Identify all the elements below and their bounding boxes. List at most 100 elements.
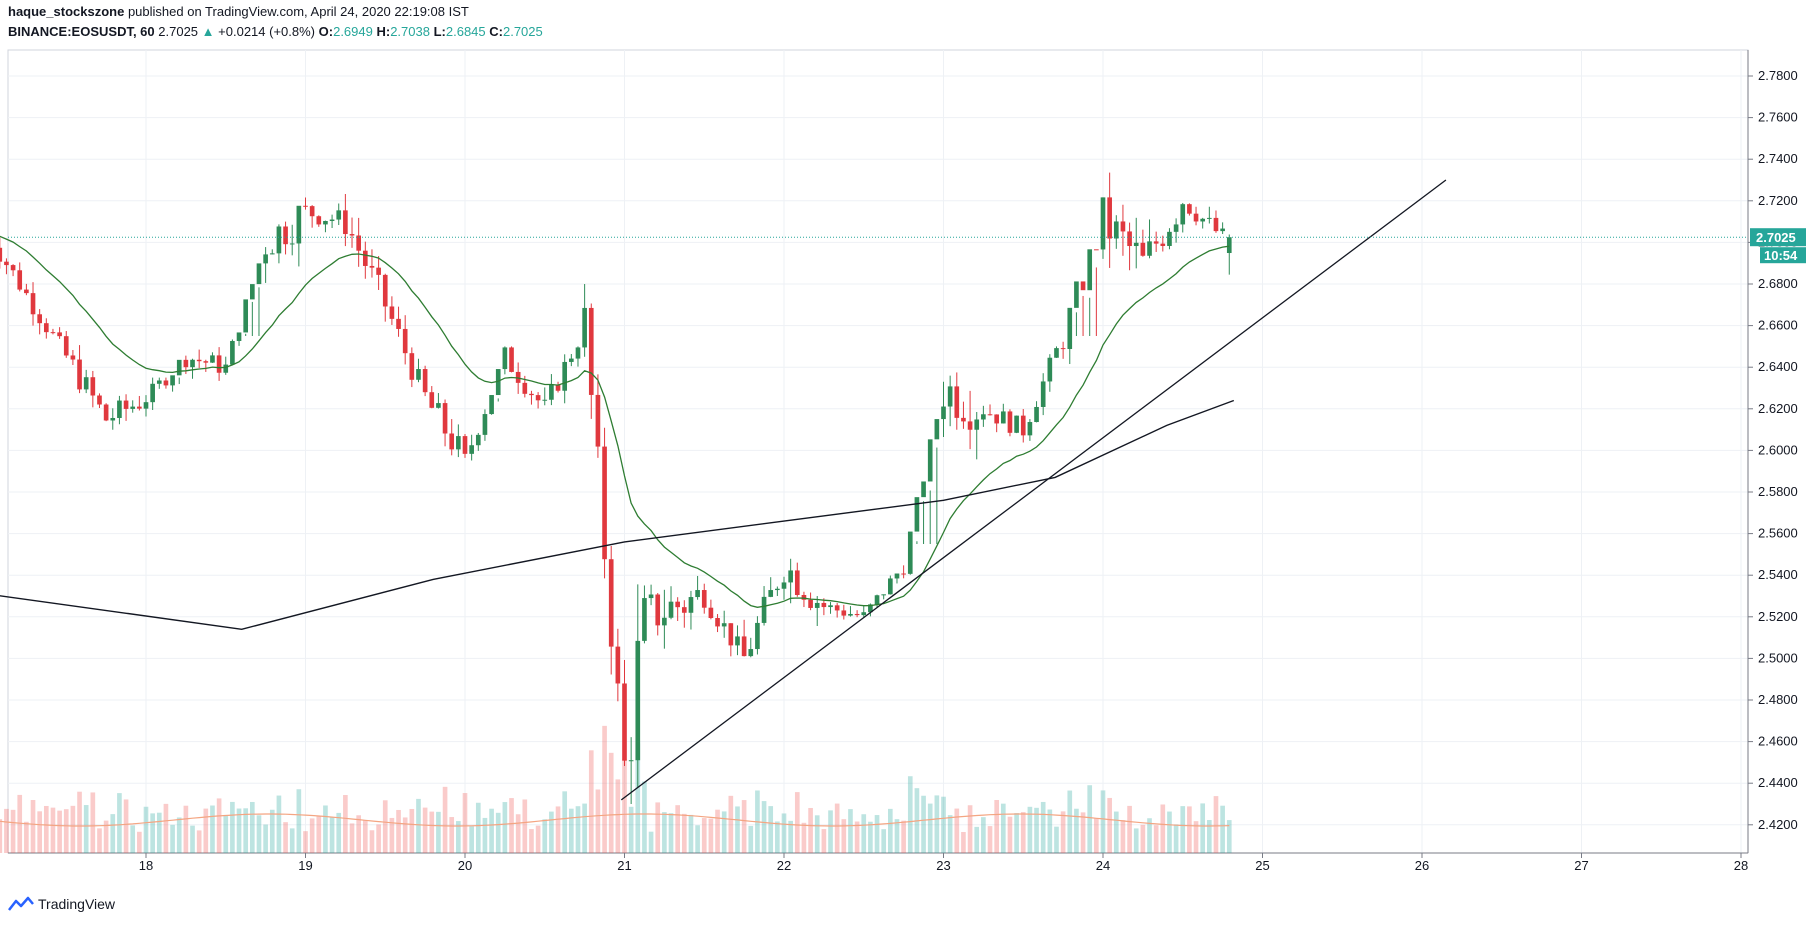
volume-bar [296, 789, 302, 853]
candle-body [442, 403, 448, 434]
candle-body [967, 421, 973, 430]
candle-body [1000, 411, 1006, 424]
tradingview-logo[interactable]: TradingView [8, 896, 115, 912]
candle-body [1167, 231, 1172, 246]
ma200-line [0, 399, 1235, 631]
volume-bar [436, 811, 441, 853]
volume-bar [190, 825, 195, 853]
volume-bar [701, 818, 707, 853]
trendline [620, 179, 1447, 801]
volume-bar [981, 817, 986, 853]
volume-bar [1034, 807, 1039, 853]
candle-body [1180, 204, 1186, 225]
candle-body [170, 375, 175, 386]
y-tick-label: 2.7200 [1758, 193, 1798, 208]
volume-bar [1113, 811, 1119, 853]
volume-bar [1100, 790, 1106, 853]
volume-bar [502, 802, 508, 853]
candle-body [608, 559, 614, 647]
volume-bar [449, 817, 455, 853]
volume-bar [881, 829, 887, 853]
y-tick-label: 2.7400 [1758, 151, 1798, 166]
candle-body [808, 599, 813, 608]
candle-body [150, 383, 155, 403]
y-tick-label: 2.6800 [1758, 276, 1798, 291]
candle-body [63, 336, 69, 356]
volume-bar [1027, 806, 1033, 853]
candle-body [549, 384, 554, 400]
volume-bar [343, 795, 348, 853]
tradingview-icon [8, 896, 34, 911]
candle-body [223, 364, 229, 373]
publish-info: haque_stockszone published on TradingVie… [8, 4, 469, 19]
candle-body [1027, 422, 1033, 436]
volume-bar [276, 795, 282, 853]
close-label: C: [489, 24, 503, 39]
candle-body [329, 219, 335, 221]
volume-bar [1160, 804, 1166, 853]
volume-bar [416, 798, 421, 853]
candle-body [1074, 281, 1079, 308]
volume-bar [768, 806, 774, 853]
volume-bar [1220, 805, 1225, 853]
volume-bar [648, 831, 654, 853]
volume-bar [569, 808, 574, 853]
candle-body [901, 573, 906, 575]
candle-body [602, 446, 607, 560]
candle-body [469, 445, 474, 454]
candle-body [761, 596, 767, 623]
symbol-name: BINANCE:EOSUSDT, 60 [8, 24, 155, 39]
volume-bar [4, 808, 9, 853]
volume-bar [329, 817, 335, 853]
volume-bar [848, 809, 853, 853]
candle-body [475, 434, 481, 446]
x-tick-label: 26 [1415, 858, 1429, 873]
candle-body [163, 380, 169, 386]
candle-body [1094, 249, 1099, 251]
volume-bar [615, 779, 621, 853]
price-chart[interactable]: 2.78002.76002.74002.72002.70002.68002.66… [0, 0, 1816, 890]
volume-bar [43, 805, 49, 853]
candle-body [642, 598, 647, 641]
y-tick-label: 2.6600 [1758, 318, 1798, 333]
candle-body [429, 392, 435, 408]
candle-body [1220, 228, 1225, 232]
volume-bar [509, 798, 514, 853]
candle-body [662, 617, 667, 626]
volume-bar [967, 805, 973, 853]
volume-bar [814, 815, 820, 853]
volume-bar [961, 832, 966, 853]
volume-bar [715, 809, 720, 853]
candle-body [57, 332, 62, 337]
candle-body [1054, 348, 1059, 358]
price-change: +0.0214 (+0.8%) [218, 24, 316, 39]
candle-body [981, 414, 986, 420]
volume-bar [1047, 809, 1053, 853]
volume-bar [788, 820, 793, 853]
volume-bar [382, 800, 388, 853]
volume-bar [230, 801, 235, 853]
volume-bar [562, 791, 568, 853]
volume-bar [1187, 806, 1192, 853]
candle-body [841, 610, 847, 616]
x-tick-label: 24 [1096, 858, 1110, 873]
author-name[interactable]: haque_stockszone [8, 4, 125, 19]
volume-bar [1226, 820, 1232, 853]
volume-bar [429, 811, 435, 853]
volume-bar [608, 752, 614, 853]
candle-body [708, 607, 714, 619]
candle-body [735, 636, 740, 646]
volume-bar [409, 808, 415, 853]
candle-body [216, 355, 222, 373]
volume-bar [263, 824, 268, 853]
candle-body [987, 414, 993, 416]
candle-body [562, 361, 568, 391]
candle-body [1060, 348, 1066, 350]
candle-body [316, 216, 322, 225]
candle-body [794, 570, 800, 596]
candle-body [1107, 197, 1112, 239]
open-label: O: [318, 24, 334, 39]
candle-body [243, 299, 249, 333]
candle-body [376, 267, 381, 275]
candle-body [868, 604, 873, 613]
